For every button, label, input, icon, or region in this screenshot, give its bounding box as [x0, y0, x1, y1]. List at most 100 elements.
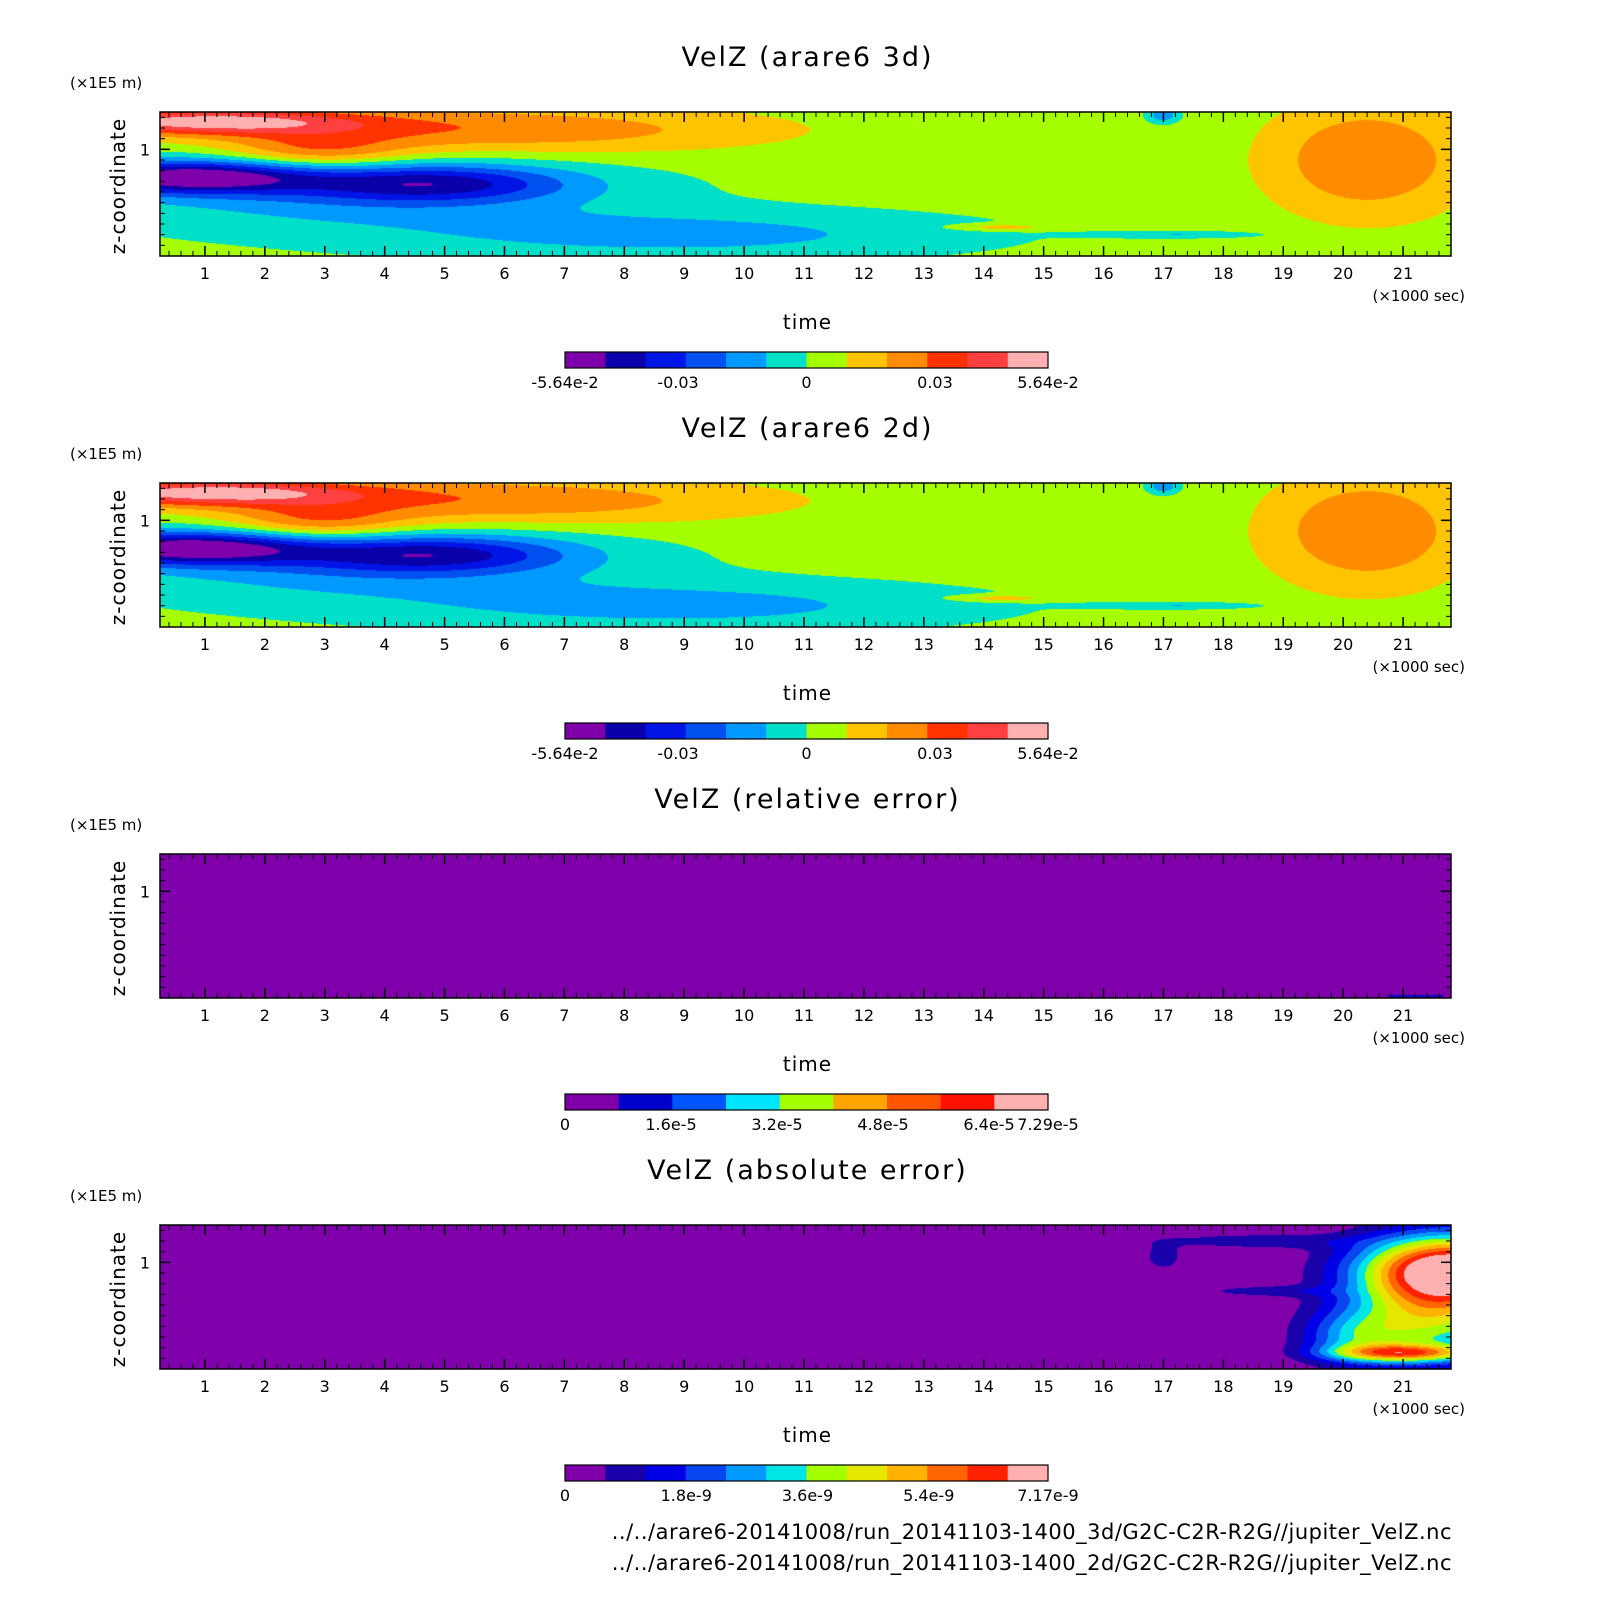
colorbar-segment	[726, 1465, 767, 1481]
colorbar-segment	[685, 1465, 727, 1481]
x-axis-label: time	[783, 681, 832, 705]
y-unit-label: (×1E5 m)	[70, 816, 142, 834]
x-tick-label: 20	[1333, 1377, 1353, 1396]
colorbar-frame	[564, 351, 1049, 369]
colorbar-tick-label: 6.4e-5	[963, 1115, 1014, 1134]
colorbar-segment	[846, 1465, 888, 1481]
x-tick-label: 5	[439, 635, 449, 654]
y-axis-label: z-coordinate	[106, 118, 130, 254]
x-tick-label: 12	[854, 635, 874, 654]
x-tick-label: 3	[320, 1006, 330, 1025]
colorbar-segment	[806, 1465, 848, 1481]
chart-title: VelZ (relative error)	[654, 784, 960, 815]
x-tick-label: 15	[1033, 1006, 1053, 1025]
y-axis-label: z-coordinate	[106, 489, 130, 625]
x-tick-label: 16	[1093, 1377, 1113, 1396]
x-tick-label: 3	[320, 264, 330, 283]
colorbar-tick-label: 5.4e-9	[903, 1486, 954, 1505]
y-tick-label: 1	[140, 140, 150, 159]
colorbar-segment	[726, 1094, 781, 1110]
x-tick-label: 6	[499, 635, 509, 654]
colorbar-segment	[846, 352, 888, 368]
plot-frame	[159, 482, 1452, 628]
x-tick-label: 21	[1393, 1377, 1413, 1396]
x-tick-label: 16	[1093, 264, 1113, 283]
colorbar-tick-label: 1.8e-9	[661, 1486, 712, 1505]
x-tick-label: 17	[1153, 1377, 1173, 1396]
x-tick-label: 7	[559, 1006, 569, 1025]
x-unit-label: (×1000 sec)	[1372, 658, 1465, 676]
x-tick-label: 4	[380, 635, 390, 654]
x-tick-label: 6	[499, 1377, 509, 1396]
colorbar: -5.64e-2 -0.03 0 0.03 5.64e-2	[531, 351, 1079, 392]
y-unit-label: (×1E5 m)	[70, 74, 142, 92]
x-tick-label: 9	[679, 264, 689, 283]
colorbar-segment	[994, 1094, 1049, 1110]
colorbar-tick-label: 3.2e-5	[751, 1115, 802, 1134]
x-tick-label: 2	[260, 1006, 270, 1025]
colorbar-segment	[685, 723, 727, 739]
x-tick-label: 11	[794, 1377, 814, 1396]
x-tick-label: 8	[619, 1377, 629, 1396]
x-tick-label: 5	[439, 1377, 449, 1396]
colorbar-tick-label: 5.64e-2	[1017, 373, 1078, 392]
x-tick-label: 11	[794, 635, 814, 654]
colorbar-segment	[967, 723, 1009, 739]
colorbar-segment	[846, 723, 888, 739]
colorbar-segment	[645, 1465, 687, 1481]
colorbar-segment	[565, 352, 606, 368]
x-tick-label: 18	[1213, 1006, 1233, 1025]
x-tick-label: 5	[439, 264, 449, 283]
x-tick-label: 12	[854, 264, 874, 283]
colorbar-segment	[672, 1094, 727, 1110]
colorbar-segment	[887, 1094, 942, 1110]
x-tick-label: 1	[200, 635, 210, 654]
colorbar-segment	[1007, 723, 1049, 739]
colorbar-segment	[833, 1094, 888, 1110]
x-axis-label: time	[783, 310, 832, 334]
x-axis-label: time	[783, 1423, 832, 1447]
colorbar-frame	[564, 1464, 1049, 1482]
x-tick-label: 21	[1393, 635, 1413, 654]
colorbar-segment	[887, 723, 928, 739]
x-tick-label: 6	[499, 1006, 509, 1025]
colorbar-tick-label: 7.17e-9	[1017, 1486, 1078, 1505]
minor-ticks	[160, 1225, 1452, 1369]
colorbar: 0 1.8e-9 3.6e-9 5.4e-9 7.17e-9	[560, 1464, 1079, 1505]
x-tick-label: 18	[1213, 264, 1233, 283]
x-tick-label: 10	[734, 1377, 754, 1396]
x-tick-label: 17	[1153, 635, 1173, 654]
x-tick-label: 10	[734, 1006, 754, 1025]
colorbar-segment	[605, 352, 646, 368]
x-tick-label: 11	[794, 1006, 814, 1025]
footer-path-2d: ../../arare6-20141008/run_20141103-1400_…	[612, 1551, 1452, 1576]
x-tick-label: 13	[914, 1006, 934, 1025]
colorbar-segment	[887, 1465, 928, 1481]
x-tick-label: 15	[1033, 1377, 1053, 1396]
colorbar-tick-label: -0.03	[657, 373, 698, 392]
colorbar: -5.64e-2 -0.03 0 0.03 5.64e-2	[531, 722, 1079, 763]
x-tick-label: 12	[854, 1006, 874, 1025]
x-tick-label: 10	[734, 635, 754, 654]
x-tick-label: 19	[1273, 1377, 1293, 1396]
colorbar-tick-label: -0.03	[657, 744, 698, 763]
colorbar-segment	[927, 723, 968, 739]
x-tick-label: 20	[1333, 1006, 1353, 1025]
x-tick-label: 21	[1393, 264, 1413, 283]
colorbar-segment	[645, 723, 687, 739]
plot-frame	[159, 111, 1452, 257]
y-tick-label: 1	[140, 1253, 150, 1272]
x-tick-label: 5	[439, 1006, 449, 1025]
x-tick-label: 1	[200, 1377, 210, 1396]
colorbar-tick-label: 4.8e-5	[857, 1115, 908, 1134]
x-tick-label: 7	[559, 635, 569, 654]
x-tick-label: 6	[499, 264, 509, 283]
x-tick-label: 2	[260, 635, 270, 654]
x-unit-label: (×1000 sec)	[1372, 287, 1465, 305]
colorbar-segment	[726, 352, 767, 368]
colorbar-segment	[806, 723, 848, 739]
colorbar-tick-label: 7.29e-5	[1017, 1115, 1078, 1134]
x-tick-label: 10	[734, 264, 754, 283]
